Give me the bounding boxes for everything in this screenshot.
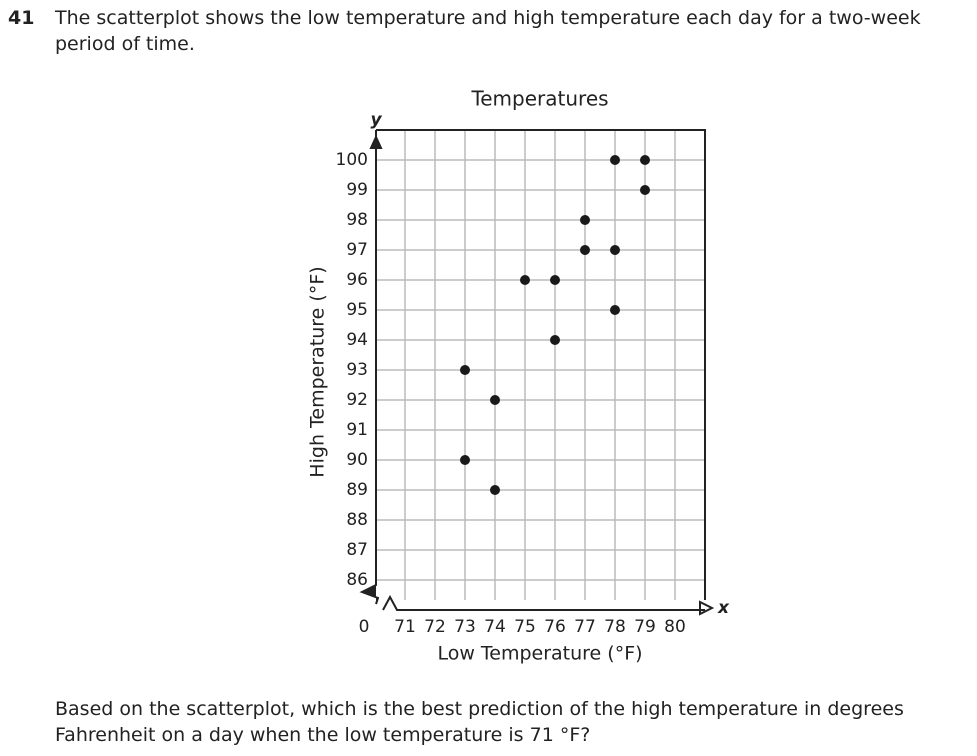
y-tick-label: 100	[336, 150, 368, 170]
x-axis-letter: x	[717, 598, 730, 618]
y-tick-label: 88	[346, 510, 368, 530]
y-tick-label: 95	[346, 300, 368, 320]
y-tick-label: 93	[346, 360, 368, 380]
data-point	[610, 155, 620, 165]
data-point	[640, 155, 650, 165]
y-tick-label: 94	[346, 330, 368, 350]
y-axis	[359, 130, 383, 605]
x-tick-label: 80	[664, 617, 686, 637]
x-axis-label: Low Temperature (°F)	[437, 643, 642, 665]
data-point	[460, 365, 470, 375]
x-tick-label: 71	[394, 617, 416, 637]
x-tick-label: 74	[484, 617, 506, 637]
y-tick-label: 86	[346, 570, 368, 590]
x-tick-label: 75	[514, 617, 536, 637]
x-tick-label: 73	[454, 617, 476, 637]
x-tick-label: 78	[604, 617, 626, 637]
data-point	[520, 275, 530, 285]
data-point	[640, 185, 650, 195]
question-number: 41	[8, 7, 35, 29]
plot-frame	[376, 129, 706, 600]
y-tick-label: 96	[346, 270, 368, 290]
data-point	[490, 395, 500, 405]
y-tick-label: 87	[346, 540, 368, 560]
data-point	[610, 305, 620, 315]
data-point	[580, 215, 590, 225]
question-text: The scatterplot shows the low temperatur…	[55, 7, 921, 55]
y-tick-label: 97	[346, 240, 368, 260]
data-point	[580, 245, 590, 255]
y-tick-label: 98	[346, 210, 368, 230]
x-tick-label: 72	[424, 617, 446, 637]
chart-title: Temperatures	[470, 87, 608, 111]
chart: Temperatures Low Temperature (°F) High T…	[307, 87, 731, 665]
y-tick-label: 91	[346, 420, 368, 440]
y-axis-letter: y	[370, 110, 382, 130]
x-tick-label: 77	[574, 617, 596, 637]
x-tick-label: 79	[634, 617, 656, 637]
y-axis-label: High Temperature (°F)	[307, 266, 329, 477]
y-tick-label: 92	[346, 390, 368, 410]
origin-label: 0	[359, 617, 370, 637]
data-point	[490, 485, 500, 495]
data-point	[550, 275, 560, 285]
y-tick-label: 89	[346, 480, 368, 500]
y-tick-label: 90	[346, 450, 368, 470]
data-point	[610, 245, 620, 255]
x-axis	[382, 594, 715, 616]
x-tick-label: 76	[544, 617, 566, 637]
y-tick-label: 99	[346, 180, 368, 200]
data-point	[550, 335, 560, 345]
data-point	[460, 455, 470, 465]
question-prompt: Based on the scatterplot, which is the b…	[55, 698, 904, 746]
